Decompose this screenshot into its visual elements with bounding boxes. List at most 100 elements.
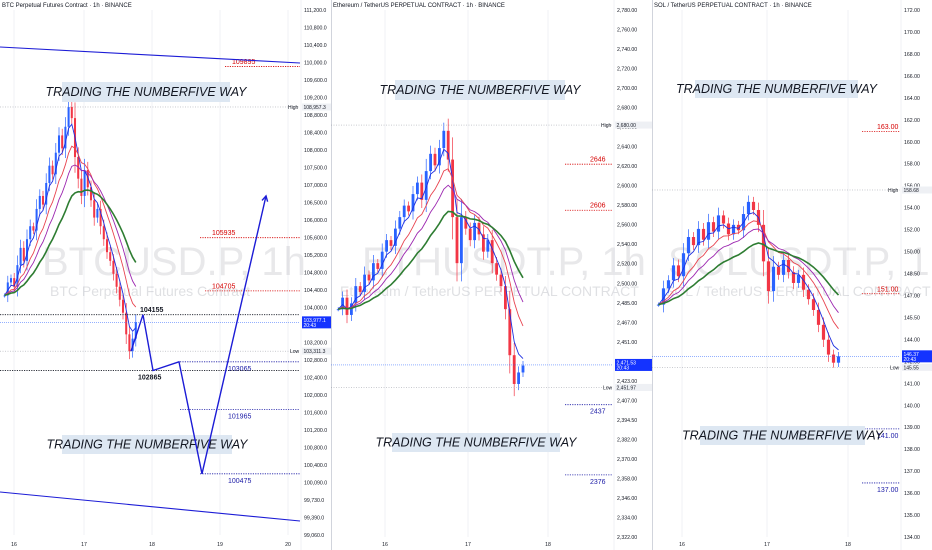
candle-body (77, 157, 80, 179)
time-tick-label: 17 (81, 542, 87, 548)
banner-background (62, 435, 232, 454)
high-value: 108,957.3 (304, 105, 326, 111)
price-tick-label: 99,060.0 (304, 533, 324, 539)
candle-body (29, 226, 32, 240)
candle-body (35, 208, 38, 231)
price-tick-label: 102,800.0 (304, 358, 327, 364)
candle-body (25, 239, 29, 261)
candle-body (811, 299, 816, 310)
candle-body (407, 205, 411, 212)
price-level-label: 163.00 (877, 124, 899, 131)
price-tick-label: 2,346.00 (617, 496, 637, 502)
price-level-label: 105935 (212, 230, 235, 237)
low-value-tag (615, 383, 652, 391)
candle-body (38, 195, 41, 209)
low-value-tag (302, 347, 331, 355)
candle-body (696, 228, 701, 246)
price-level-label: 109895 (232, 59, 255, 66)
candle-body (6, 282, 9, 296)
price-tick-label: 172.00 (904, 8, 920, 14)
ema-fast-line (658, 212, 839, 351)
price-level-label: 2646 (590, 157, 606, 164)
candle-body (67, 106, 70, 127)
candle-body (701, 228, 706, 240)
price-tick-label: 104,400.0 (304, 288, 327, 294)
price-tick-label: 160.00 (904, 140, 920, 146)
price-tick-label: 168.00 (904, 52, 920, 58)
candle-body (45, 182, 48, 205)
candle-body (54, 152, 57, 175)
candle-body (380, 251, 384, 269)
price-tick-label: 107,500.0 (304, 166, 327, 172)
high-value: 158.68 (904, 188, 920, 194)
candle-body (495, 263, 499, 275)
price-tick-label: 154.00 (904, 206, 920, 212)
candle-body (459, 217, 463, 264)
price-tick-label: 2,540.00 (617, 242, 637, 248)
price-tick-label: 2,600.00 (617, 184, 637, 190)
candle-body (389, 240, 393, 246)
candle-body (711, 222, 716, 232)
low-label: Low (290, 349, 300, 355)
price-tick-label: 2,780.00 (617, 8, 637, 14)
candle-body (102, 226, 105, 240)
candle-body (661, 288, 666, 305)
candle-body (89, 187, 93, 201)
last-price-countdown: 20:43 (304, 323, 317, 329)
candle-body (109, 252, 112, 261)
candle-body (22, 247, 25, 261)
candle-body (420, 182, 424, 200)
price-tick-label: 139.00 (904, 425, 920, 431)
candle-body (671, 265, 676, 281)
price-level-label: 151.00 (877, 286, 899, 293)
price-tick-label: 2,451.00 (617, 340, 637, 346)
candle-body (517, 372, 521, 384)
candle-body (336, 309, 340, 311)
banner-text: TRADING THE NUMBERFIVE WAY (676, 82, 879, 96)
candle-body (429, 153, 433, 172)
projection-arrowhead-icon (261, 194, 269, 202)
candle-body (83, 170, 86, 196)
price-tick-label: 108,800.0 (304, 113, 327, 119)
candle-body (686, 237, 691, 254)
candle-body (446, 130, 450, 160)
price-tick-label: 162.00 (904, 118, 920, 124)
price-tick-label: 144.00 (904, 337, 920, 343)
time-tick-label: 18 (545, 542, 551, 548)
candlestick-series (656, 195, 841, 368)
price-tick-label: 148.50 (904, 272, 920, 278)
banner-text: TRADING THE NUMBERFIVE WAY (46, 85, 249, 99)
high-value-tag (615, 121, 652, 129)
price-level-label: 137.00 (877, 487, 899, 494)
price-tick-label: 102,000.0 (304, 393, 327, 399)
candle-body (134, 322, 137, 339)
candle-body (836, 356, 841, 363)
price-tick-label: 109,200.0 (304, 96, 327, 102)
price-tick-label: 103,200.0 (304, 341, 327, 347)
candle-body (433, 153, 437, 166)
low-value: 145.55 (904, 365, 920, 371)
price-tick-label: 147.00 (904, 293, 920, 299)
chart-title: SOL / TetherUS PERPETUAL CONTRACT · 1h ·… (654, 3, 812, 9)
banner-background (695, 80, 858, 98)
candle-body (3, 295, 6, 297)
time-tick-label: 17 (465, 542, 471, 548)
price-tick-label: 2,334.00 (617, 515, 637, 521)
price-tick-label: 136.00 (904, 491, 920, 497)
price-tick-label: 2,485.00 (617, 301, 637, 307)
candle-body (451, 159, 455, 218)
price-level-label: 101965 (228, 413, 251, 420)
candle-body (521, 365, 525, 373)
candle-body (398, 217, 402, 229)
candle-body (503, 286, 507, 310)
candle-body (70, 106, 73, 119)
last-price-value: 103,977.1 (304, 318, 326, 324)
candle-body (666, 280, 671, 289)
candle-body (402, 205, 406, 218)
price-tick-label: 2,760.00 (617, 28, 637, 34)
candle-body (508, 309, 512, 356)
ema-slow-line (4, 164, 137, 296)
banner-background (392, 433, 560, 452)
price-level-label: 104705 (212, 283, 235, 290)
candlestick-series (3, 97, 137, 360)
